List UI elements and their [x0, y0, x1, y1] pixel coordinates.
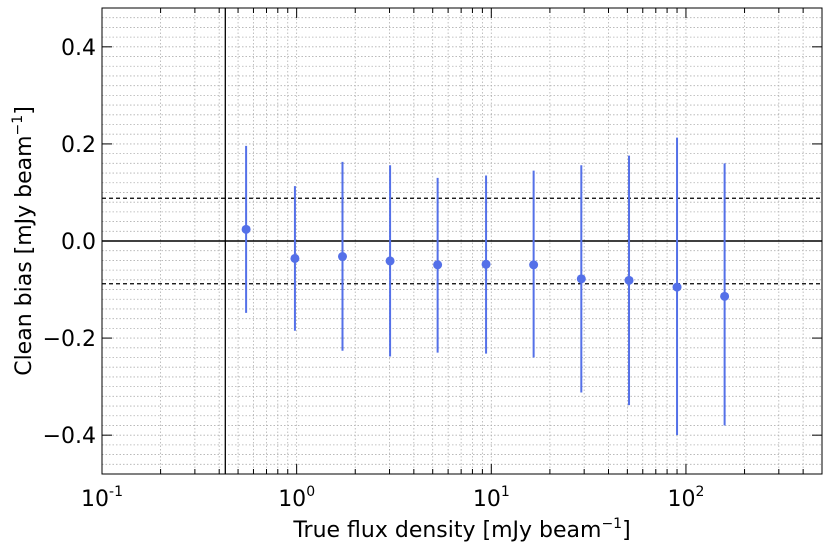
data-series	[241, 137, 730, 436]
data-point	[290, 253, 300, 263]
y-tick-label: 0.2	[61, 133, 96, 158]
y-tick-label: 0.4	[61, 36, 96, 61]
data-point	[672, 282, 682, 292]
x-tick-label: 102	[667, 484, 704, 512]
x-tick-label: 100	[278, 484, 315, 512]
data-point	[529, 260, 539, 270]
data-point	[385, 256, 395, 266]
y-tick-label: −0.4	[43, 424, 96, 449]
ticks	[101, 8, 823, 474]
data-point	[624, 275, 634, 285]
y-axis-label: Clean bias [mJy beam−1]	[10, 106, 37, 376]
x-tick-labels: 10-1 100 101 102	[81, 484, 704, 512]
y-tick-label: −0.2	[43, 327, 96, 352]
data-point	[241, 224, 251, 234]
reference-lines	[102, 8, 822, 474]
data-point	[337, 252, 347, 262]
x-tick-label: 10-1	[81, 484, 123, 512]
data-point	[481, 259, 491, 269]
x-axis-label: True flux density [mJy beam−1]	[292, 516, 630, 543]
data-point	[433, 260, 443, 270]
data-point	[720, 291, 730, 301]
x-tick-label: 101	[473, 484, 510, 512]
y-tick-labels: 0.4 0.2 0.0 −0.2 −0.4	[43, 36, 96, 449]
data-point	[576, 274, 586, 284]
y-tick-label: 0.0	[61, 230, 96, 255]
